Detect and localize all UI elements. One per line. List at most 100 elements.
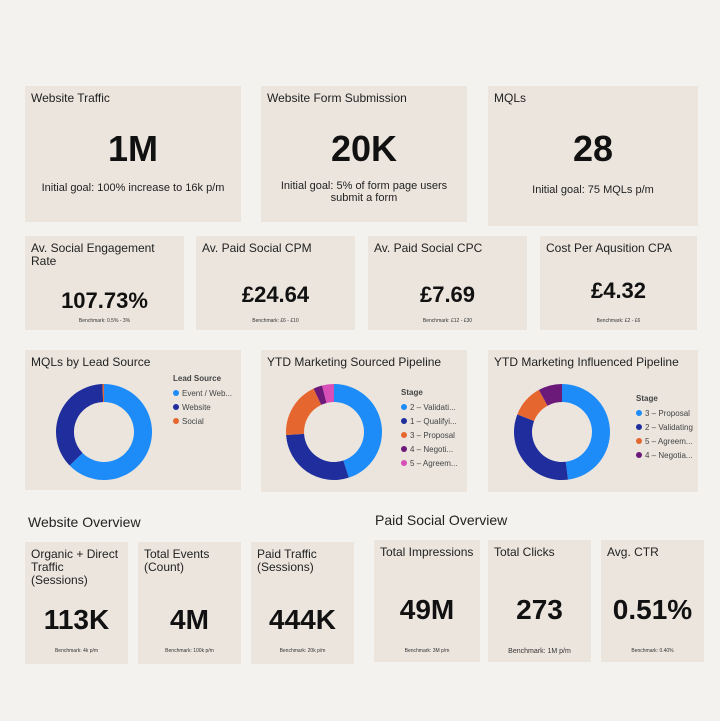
legend-item[interactable]: 4 – Negoti... — [401, 442, 458, 456]
kpi-title: Organic + Direct Traffic (Sessions) — [31, 547, 119, 587]
kpi-value: 20K — [330, 128, 398, 169]
kpi-value: 1M — [107, 128, 158, 169]
legend-swatch — [401, 460, 407, 466]
legend-label: Event / Web... — [182, 388, 233, 398]
legend-item[interactable]: 3 – Proposal — [636, 406, 693, 420]
chart-legend: Stage 3 – Proposal 2 – Validating 5 – Ag… — [636, 394, 693, 462]
kpi-title: Paid Traffic (Sessions) — [257, 547, 317, 574]
kpi-title: MQLs — [494, 91, 527, 105]
legend-swatch — [636, 410, 642, 416]
chart-legend: Stage 2 – Validati... 1 – Qualifyi... 3 … — [401, 388, 458, 470]
chart-card-mqls-by-source: MQLs by Lead Source Lead Source Event / … — [25, 350, 241, 490]
kpi-card-paid-social-cpc: Av. Paid Social CPC £7.69 Benchmark: £12… — [368, 236, 527, 330]
kpi-title: Total Events (Count) — [144, 547, 210, 574]
donut-slice-social[interactable] — [102, 384, 104, 403]
legend-swatch — [173, 404, 179, 410]
legend-item[interactable]: 3 – Proposal — [401, 428, 458, 442]
legend-label: 3 – Proposal — [645, 408, 690, 418]
kpi-benchmark: Benchmark: 0.40% — [631, 648, 674, 654]
donut-slice-1-qualifyi[interactable] — [286, 433, 349, 480]
chart-title: YTD Marketing Sourced Pipeline — [267, 355, 442, 369]
donut-slice-event-web[interactable] — [69, 384, 152, 480]
kpi-card-mqls: MQLs 28 Initial goal: 75 MQLs p/m — [488, 86, 698, 226]
kpi-title: Av. Paid Social CPC — [374, 241, 483, 255]
donut-slice-3-proposal[interactable] — [562, 384, 611, 480]
kpi-card-total-impressions: Total Impressions 49M Benchmark: 3M p/m — [374, 540, 480, 662]
kpi-title: Av. Paid Social CPM — [202, 241, 312, 255]
kpi-benchmark: Benchmark: £2 - £6 — [596, 318, 641, 324]
donut-chart-mqls-by-source — [56, 384, 152, 480]
legend-label: Social — [182, 416, 204, 426]
donut-slice-5-agreem[interactable] — [322, 384, 334, 403]
chart-card-ytd-sourced: YTD Marketing Sourced Pipeline Stage 2 –… — [261, 350, 467, 492]
donut-chart-ytd-influenced — [514, 384, 611, 480]
legend-title: Stage — [636, 394, 658, 403]
legend-item[interactable]: Event / Web... — [173, 386, 232, 400]
legend-label: 1 – Qualifyi... — [410, 416, 457, 426]
kpi-value: 273 — [516, 594, 563, 625]
kpi-value: £4.32 — [590, 278, 647, 303]
kpi-title: Website Form Submission — [267, 91, 407, 105]
legend-item[interactable]: Website — [173, 400, 232, 414]
legend-swatch — [636, 438, 642, 444]
kpi-card-paid-social-cpm: Av. Paid Social CPM £24.64 Benchmark: £6… — [196, 236, 355, 330]
legend-item[interactable]: 5 – Agreem... — [401, 456, 458, 470]
kpi-card-social-engagement: Av. Social Engagement Rate 107.73% Bench… — [25, 236, 184, 330]
legend-item[interactable]: 5 – Agreem... — [636, 434, 693, 448]
donut-slice-3-proposal[interactable] — [286, 388, 322, 436]
legend-swatch — [401, 418, 407, 424]
kpi-card-form-submission: Website Form Submission 20K Initial goal… — [261, 86, 467, 222]
kpi-benchmark: Benchmark: £12 - £30 — [422, 318, 473, 324]
donut-slice-2-validati[interactable] — [334, 384, 383, 478]
kpi-card-organic-direct-traffic: Organic + Direct Traffic (Sessions) 113K… — [25, 542, 128, 664]
kpi-value: £7.69 — [419, 282, 476, 307]
legend-swatch — [173, 390, 179, 396]
legend-label: Website — [182, 402, 211, 412]
kpi-benchmark: Benchmark: 4k p/m — [54, 648, 99, 654]
legend-item[interactable]: Social — [173, 414, 232, 428]
legend-item[interactable]: 2 – Validating — [636, 420, 693, 434]
kpi-card-website-traffic: Website Traffic 1M Initial goal: 100% in… — [25, 86, 241, 222]
kpi-card-cpa: Cost Per Aqusition CPA £4.32 Benchmark: … — [540, 236, 697, 330]
kpi-value: 113K — [43, 604, 110, 635]
legend-label: 2 – Validati... — [410, 402, 456, 412]
kpi-value: £24.64 — [241, 282, 310, 307]
legend-label: 4 – Negoti... — [410, 444, 454, 454]
chart-card-ytd-influenced: YTD Marketing Influenced Pipeline Stage … — [488, 350, 698, 492]
legend-item[interactable]: 2 – Validati... — [401, 400, 458, 414]
donut-slice-website[interactable] — [56, 384, 104, 466]
kpi-benchmark: Benchmark: 20k p/m — [279, 648, 326, 654]
legend-item[interactable]: 4 – Negotia... — [636, 448, 693, 462]
kpi-benchmark: Benchmark: £6 - £10 — [252, 318, 299, 324]
kpi-benchmark: Benchmark: 0.5% - 3% — [78, 318, 131, 324]
legend-swatch — [401, 432, 407, 438]
kpi-title: Av. Social Engagement Rate — [31, 241, 155, 268]
donut-slice-4-negoti[interactable] — [313, 385, 327, 405]
kpi-title: Total Clicks — [494, 545, 555, 559]
kpi-card-total-clicks: Total Clicks 273 Benchmark: 1M p/m — [488, 540, 591, 662]
kpi-benchmark: Benchmark: 3M p/m — [404, 648, 450, 654]
kpi-value: 444K — [269, 604, 336, 635]
kpi-goal: Initial goal: 100% increase to 16k p/m — [41, 182, 225, 194]
chart-title: YTD Marketing Influenced Pipeline — [494, 355, 679, 369]
kpi-card-paid-traffic: Paid Traffic (Sessions) 444K Benchmark: … — [251, 542, 354, 664]
donut-slice-2-validating[interactable] — [514, 414, 569, 480]
kpi-value: 28 — [572, 128, 614, 169]
legend-swatch — [636, 452, 642, 458]
website-overview-heading: Website Overview — [28, 514, 141, 530]
kpi-value: 49M — [399, 594, 455, 625]
kpi-card-total-events: Total Events (Count) 4M Benchmark: 100k … — [138, 542, 241, 664]
paid-social-overview-heading: Paid Social Overview — [375, 512, 508, 528]
kpi-value: 107.73% — [61, 288, 148, 313]
donut-slice-4-negotia[interactable] — [538, 384, 562, 406]
kpi-title: Total Impressions — [380, 545, 474, 559]
legend-label: 3 – Proposal — [410, 430, 455, 440]
legend-title: Stage — [401, 388, 423, 397]
donut-slice-5-agreem[interactable] — [517, 389, 548, 421]
legend-swatch — [401, 446, 407, 452]
legend-item[interactable]: 1 – Qualifyi... — [401, 414, 458, 428]
legend-label: 2 – Validating — [645, 422, 693, 432]
donut-chart-ytd-sourced — [286, 384, 383, 480]
kpi-benchmark: Benchmark: 100k p/m — [165, 648, 214, 654]
kpi-title: Avg. CTR — [607, 545, 659, 559]
